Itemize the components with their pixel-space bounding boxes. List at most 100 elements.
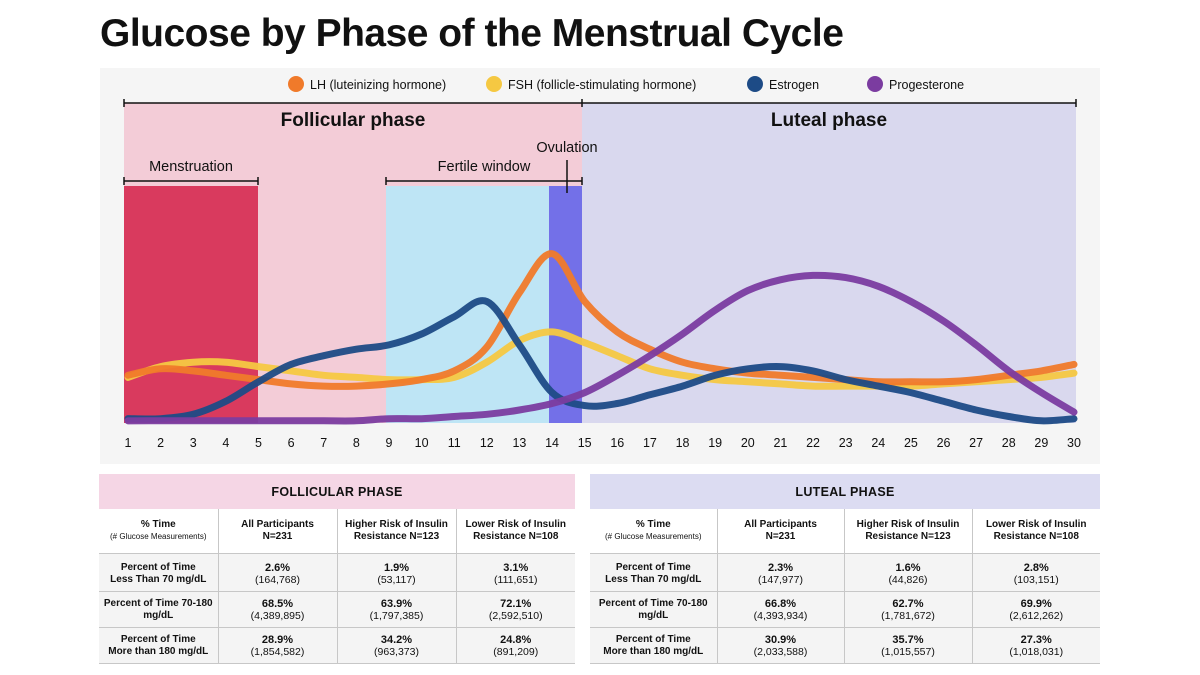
x-tick-label: 28 [1002,436,1016,450]
cell-value: 66.8% [764,597,797,610]
legend-label-lh: LH (luteinizing hormone) [310,78,446,92]
table-row: Percent of Time Less Than 70 mg/dL 2.6% (1… [99,553,575,592]
cell-count: (4,389,895) [250,609,305,622]
page-title: Glucose by Phase of the Menstrual Cycle [100,12,844,55]
table-cell: 72.1% (2,592,510) [455,591,575,628]
row-label-line2: More than 180 mg/dL [108,645,209,657]
cell-count: (147,977) [758,573,803,586]
col-header-all-line2: N=231 [262,531,293,542]
x-tick-label: 27 [969,436,983,450]
col-header-sub: (# Glucose Measurements) [110,532,207,541]
col-header-all: All Participants N=231 [217,509,337,554]
row-label-line1: Percent of Time [615,561,691,573]
x-tick-label: 29 [1034,436,1048,450]
col-header-high-line1: Higher Risk of Insulin [345,519,448,530]
row-label-line2: Less Than 70 mg/dL [605,573,702,585]
follicular-table-title: FOLLICULAR PHASE [99,474,575,509]
ovulation-label: Ovulation [536,140,597,156]
table-cell: 62.7% (1,781,672) [843,591,972,628]
cell-count: (1,018,031) [1009,645,1064,658]
ovulation-band [549,186,582,423]
cell-value: 63.9% [380,597,413,610]
period-label-fertile-window: Fertile window [438,159,531,175]
table-cell: 66.8% (4,393,934) [716,591,844,628]
col-header-low-line2: Resistance N=108 [473,531,559,542]
x-tick-label: 4 [222,436,229,450]
row-label: Percent of Time Less Than 70 mg/dL [99,553,218,592]
col-header-main: % Time [635,519,671,530]
x-tick-label: 1 [125,436,132,450]
cell-value: 2.3% [767,561,794,574]
series-line-lh [124,250,1078,390]
series-line-fsh [124,328,1078,390]
cell-count: (2,033,588) [753,645,808,658]
cell-value: 68.5% [261,597,294,610]
col-header-low-line1: Lower Risk of Insulin [985,519,1087,530]
col-header-percent-time: % Time (# Glucose Measurements) [99,509,218,554]
col-header-all-line1: All Participants [241,519,314,530]
x-tick-label: 13 [512,436,526,450]
col-header-low: Lower Risk of Insulin Resistance N=108 [455,509,575,554]
row-label-line1: Percent of Time [120,633,196,645]
row-label: Percent of Time More than 180 mg/dL [99,627,218,664]
x-tick-label: 25 [904,436,918,450]
legend-swatch-progesterone [867,76,883,92]
row-label: Percent of Time 70-180 mg/dL [99,591,218,628]
cell-value: 1.6% [895,561,921,574]
col-header-high: Higher Risk of Insulin Resistance N=123 [843,509,972,554]
cell-count: (164,768) [255,573,300,586]
period-band-menstruation [124,186,258,423]
x-tick-label: 7 [320,436,327,450]
hormone-chart: Follicular phase Luteal phase Menstruation… [100,68,1100,464]
x-tick-label: 10 [415,436,429,450]
x-tick-label: 19 [708,436,722,450]
col-header-all-line1: All Participants [744,519,817,530]
x-tick-label: 17 [643,436,657,450]
x-tick-label: 3 [190,436,197,450]
cell-count: (2,592,510) [488,609,543,622]
cell-count: (44,826) [888,573,928,586]
table-header-row: % Time (# Glucose Measurements) All Parti… [590,509,1100,554]
cell-count: (1,781,672) [881,609,935,622]
table-row: Percent of Time More than 180 mg/dL 28.9%… [99,627,575,664]
x-tick-label: 5 [255,436,262,450]
x-tick-label: 2 [157,436,164,450]
row-label: Percent of Time 70-180 mg/dL [590,591,717,628]
table-cell: 1.6% (44,826) [843,553,972,592]
col-header-sub: (# Glucose Measurements) [605,532,702,541]
cell-count: (2,612,262) [1009,609,1064,622]
series-line-estrogen [124,297,1078,425]
row-label: Percent of Time More than 180 mg/dL [590,627,717,664]
row-label: Percent of Time Less Than 70 mg/dL [590,553,717,592]
x-tick-label: 30 [1067,436,1081,450]
row-label-line2: Less Than 70 mg/dL [110,573,207,585]
col-header-low-line2: Resistance N=108 [993,531,1079,542]
table-cell: 2.3% (147,977) [716,553,844,592]
table-cell: 68.5% (4,389,895) [217,591,337,628]
luteal-table-section: LUTEAL PHASE % Time (# Glucose Measuremen… [590,474,1100,664]
col-header-main: % Time [140,519,176,530]
cell-count: (4,393,934) [753,609,808,622]
table-row: Percent of Time 70-180 mg/dL 66.8% (4,393,… [590,591,1100,628]
table-cell: 35.7% (1,015,557) [843,627,972,664]
table-cell: 34.2% (963,373) [336,627,456,664]
col-header-all-line2: N=231 [765,531,796,542]
col-header-high-line2: Resistance N=123 [865,531,951,542]
legend-swatch-estrogen [747,76,763,92]
table-cell: 2.6% (164,768) [217,553,337,592]
row-label-line1: Percent of Time [120,561,196,573]
x-tick-label: 12 [480,436,494,450]
table-cell: 2.8% (103,151) [971,553,1100,592]
cell-count: (963,373) [374,645,419,658]
cell-value: 35.7% [892,633,924,646]
table-cell: 63.9% (1,797,385) [336,591,456,628]
col-header-percent-time: % Time (# Glucose Measurements) [590,509,717,554]
cell-value: 28.9% [261,633,294,646]
cell-value: 27.3% [1020,633,1052,646]
x-tick-label: 26 [937,436,951,450]
cell-value: 72.1% [500,597,532,610]
x-tick-label: 14 [545,436,559,450]
cell-value: 1.9% [383,561,410,574]
cell-value: 24.8% [500,633,532,646]
cell-value: 3.1% [503,561,529,574]
